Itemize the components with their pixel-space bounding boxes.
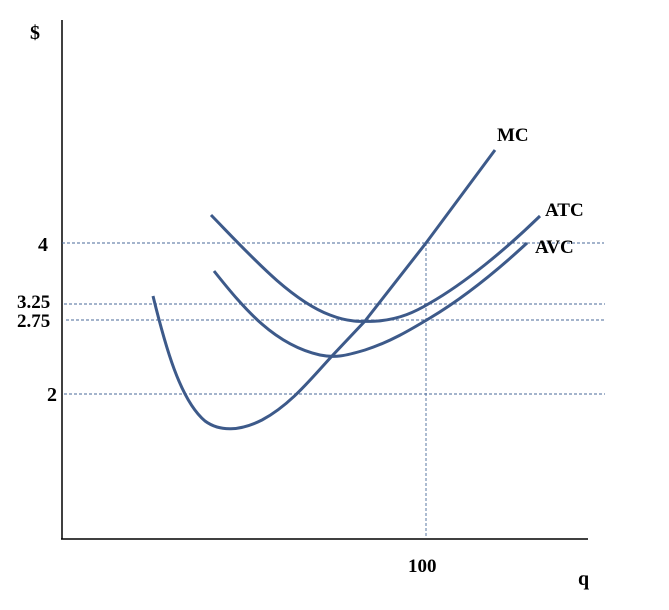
- atc-label: ATC: [545, 200, 584, 221]
- mc-curve: [151, 149, 497, 431]
- y-tick-4: 4: [38, 234, 48, 256]
- curves: [151, 149, 542, 431]
- y-tick-2: 2: [47, 384, 57, 406]
- avc-label: AVC: [535, 237, 574, 258]
- avc-curve: [212, 241, 529, 358]
- mc-label: MC: [497, 125, 529, 146]
- y-tick-2-75: 2.75: [17, 311, 50, 332]
- x-axis-label: q: [578, 568, 589, 590]
- reference-lines: [62, 242, 606, 538]
- atc-curve: [209, 213, 542, 323]
- y-tick-3-25: 3.25: [17, 292, 50, 313]
- x-tick-100: 100: [408, 556, 437, 577]
- y-axis-label: $: [30, 22, 40, 44]
